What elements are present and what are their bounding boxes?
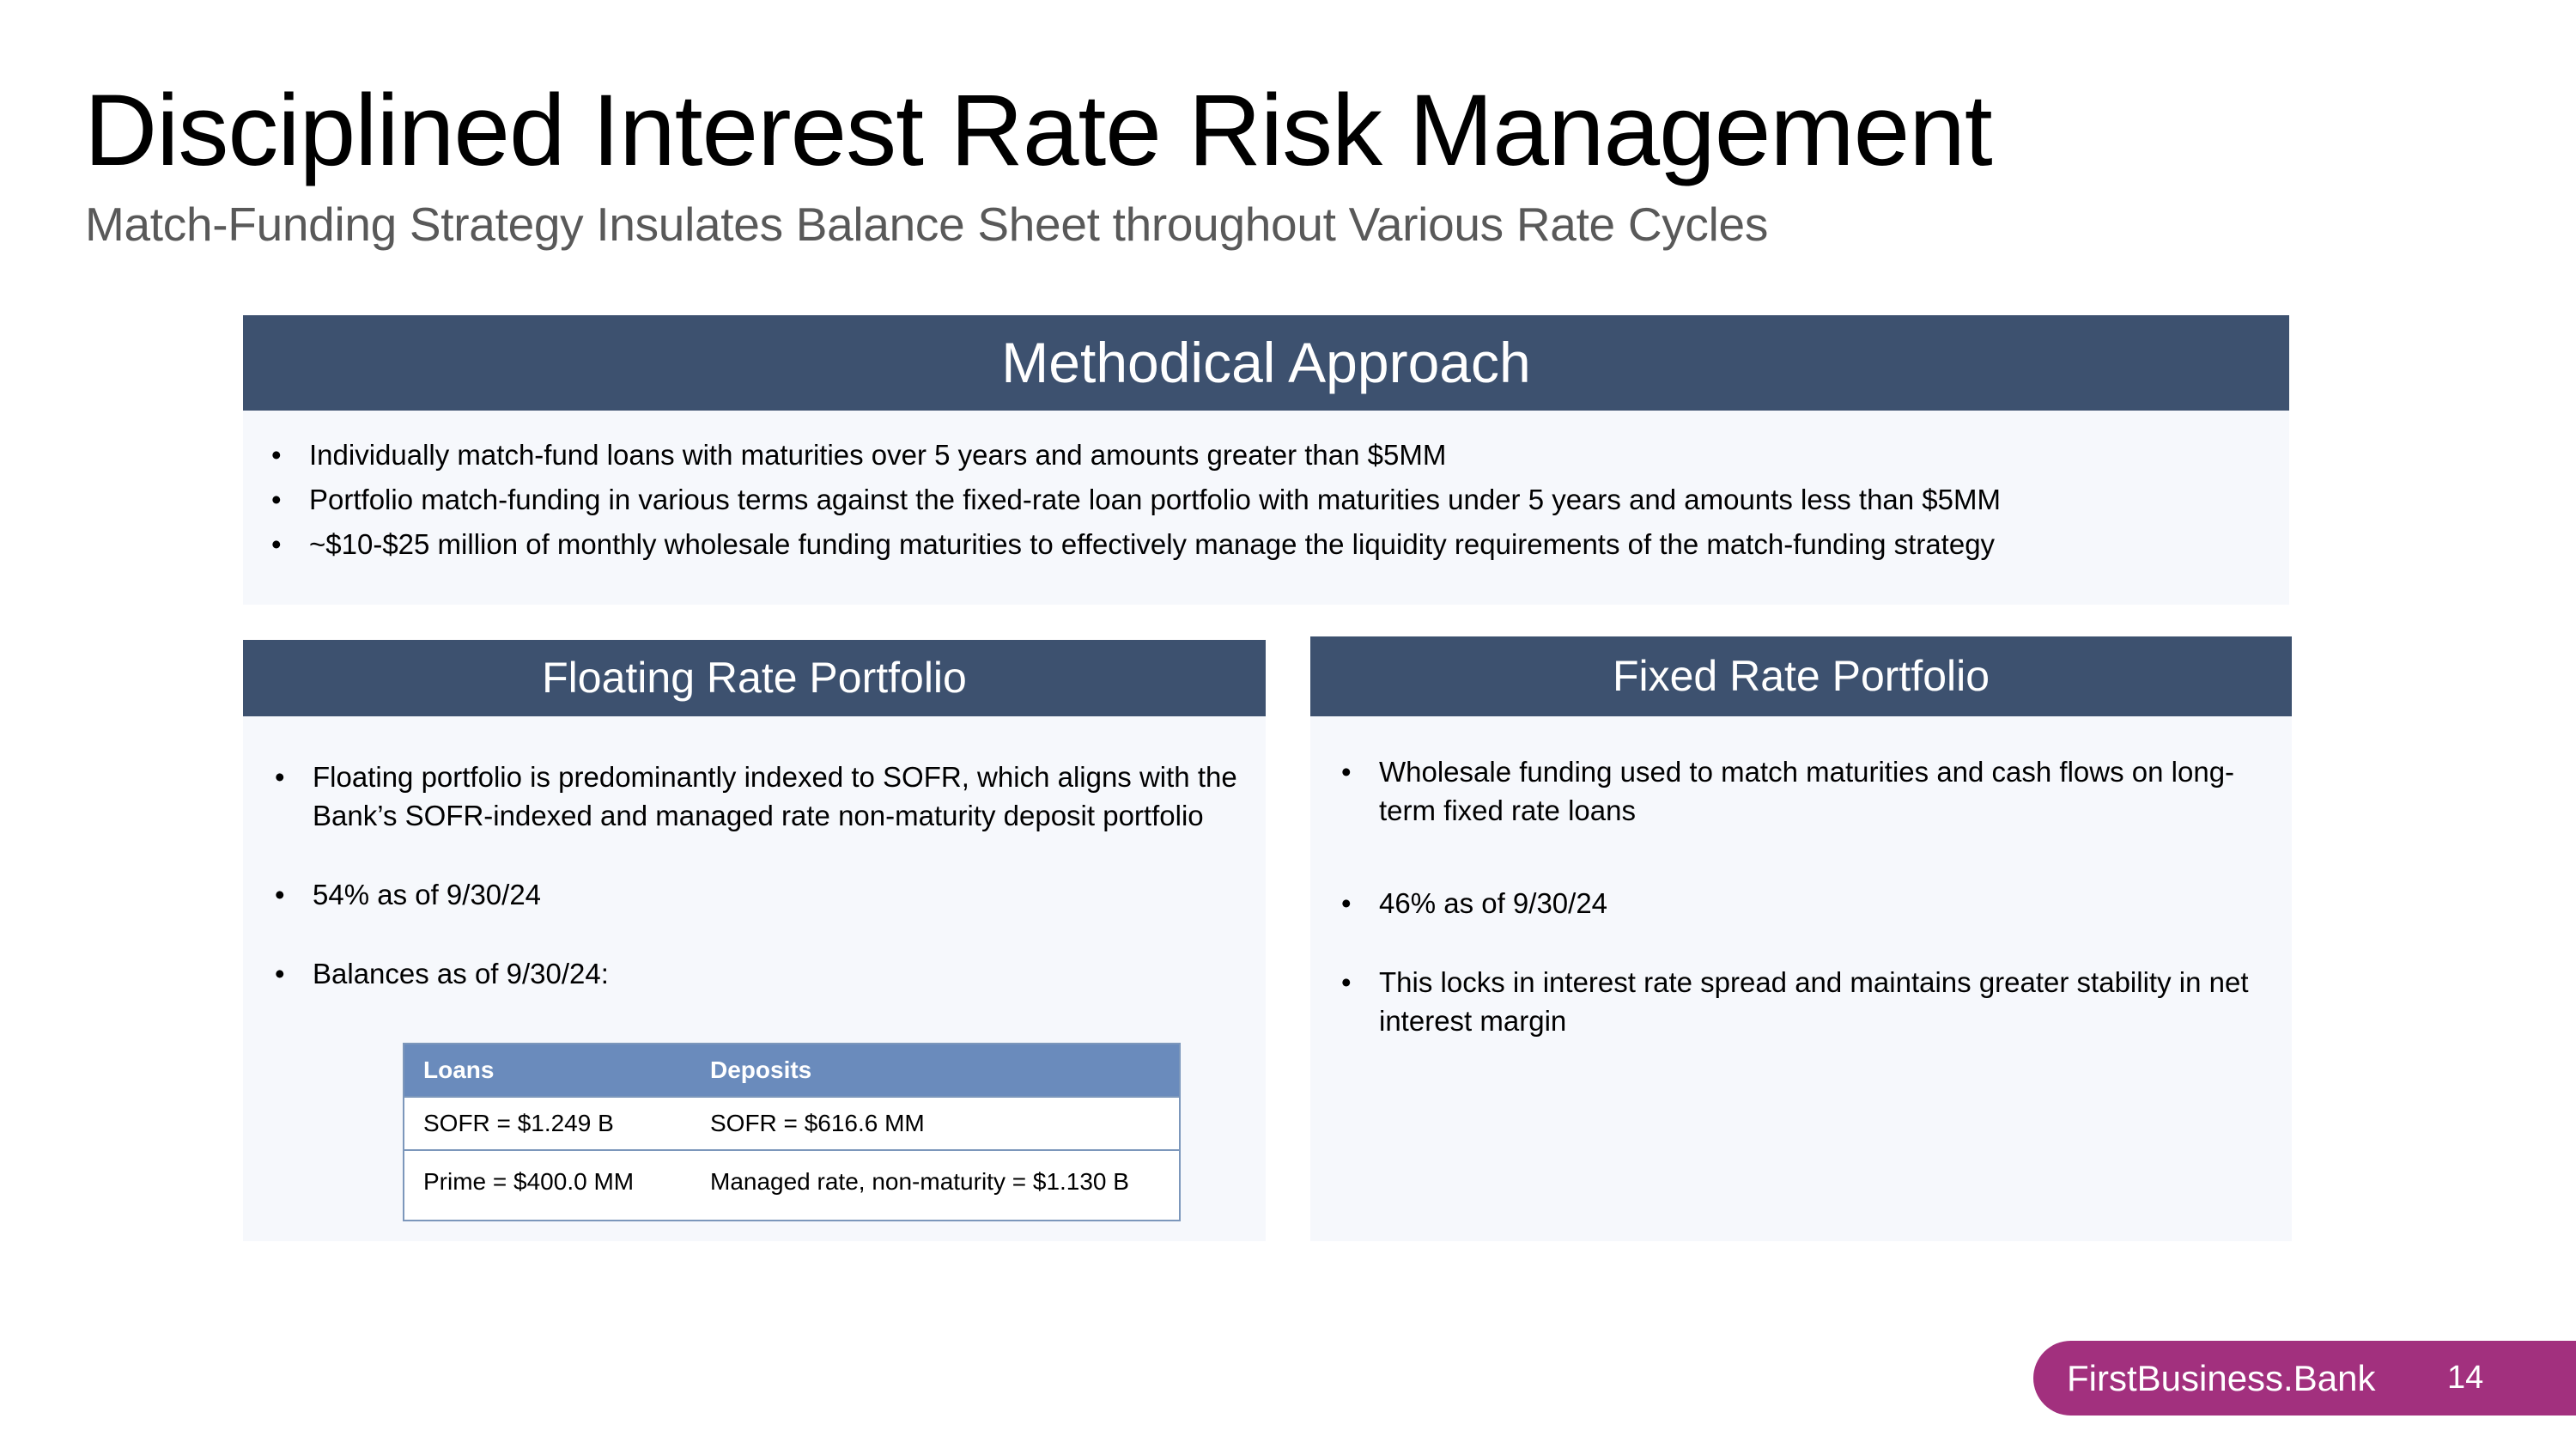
fixed-rate-heading: Fixed Rate Portfolio: [1310, 636, 2292, 716]
floating-rate-panel: Floating Rate Portfolio Floating portfol…: [243, 640, 1266, 1241]
page-subtitle: Match-Funding Strategy Insulates Balance…: [85, 198, 1769, 251]
balances-table: Loans Deposits SOFR = $1.249 B SOFR = $6…: [403, 1043, 1181, 1221]
floating-rate-list: Floating portfolio is predominantly inde…: [275, 758, 1240, 993]
fixed-rate-panel: Fixed Rate Portfolio Wholesale funding u…: [1310, 636, 2292, 1241]
table-header-row: Loans Deposits: [404, 1044, 1180, 1097]
methodical-approach-list: Individually match-fund loans with matur…: [271, 433, 2275, 567]
column-header-loans: Loans: [404, 1044, 691, 1097]
fixed-rate-list: Wholesale funding used to match maturiti…: [1341, 752, 2263, 1040]
list-item: 54% as of 9/30/24: [275, 875, 1240, 914]
list-item: Wholesale funding used to match maturiti…: [1341, 752, 2263, 830]
table-cell: Managed rate, non-maturity = $1.130 B: [691, 1149, 1180, 1221]
list-item: This locks in interest rate spread and m…: [1341, 963, 2263, 1040]
methodical-approach-heading: Methodical Approach: [243, 315, 2289, 411]
table-cell: Prime = $400.0 MM: [404, 1149, 691, 1221]
methodical-approach-panel: Methodical Approach Individually match-f…: [243, 315, 2289, 605]
page-title: Disciplined Interest Rate Risk Managemen…: [84, 74, 1993, 187]
column-header-deposits: Deposits: [691, 1044, 1180, 1097]
floating-rate-heading: Floating Rate Portfolio: [243, 640, 1266, 716]
table-row: SOFR = $1.249 B SOFR = $616.6 MM: [404, 1096, 1180, 1150]
table-row: Prime = $400.0 MM Managed rate, non-matu…: [404, 1149, 1180, 1221]
list-item: Floating portfolio is predominantly inde…: [275, 758, 1240, 835]
list-item: Portfolio match-funding in various terms…: [271, 478, 2275, 522]
list-item: 46% as of 9/30/24: [1341, 884, 2263, 922]
list-item: ~$10-$25 million of monthly wholesale fu…: [271, 522, 2275, 567]
footer-brand-bar: FirstBusiness.Bank 14: [2033, 1341, 2576, 1416]
list-item: Balances as of 9/30/24:: [275, 954, 1240, 993]
table-cell: SOFR = $616.6 MM: [691, 1096, 1180, 1150]
brand-logo: FirstBusiness.Bank: [2067, 1358, 2376, 1398]
page-number: 14: [2447, 1360, 2484, 1396]
table-cell: SOFR = $1.249 B: [404, 1096, 691, 1150]
list-item: Individually match-fund loans with matur…: [271, 433, 2275, 478]
